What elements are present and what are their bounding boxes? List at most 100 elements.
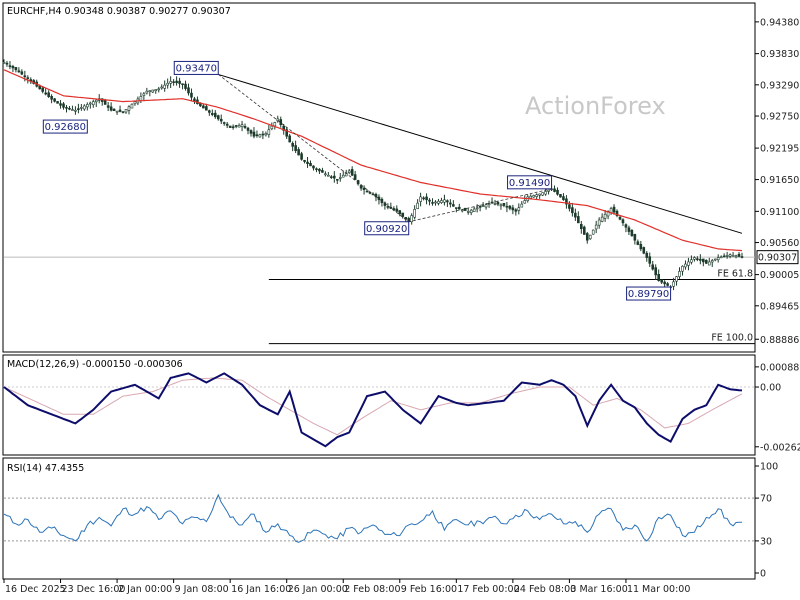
price-candle-body: [639, 243, 643, 250]
price-candle-body: [109, 106, 113, 111]
price-candle-body: [630, 229, 634, 237]
price-candle-body: [187, 87, 190, 94]
price-candle-body: [154, 89, 158, 92]
price-candle-body: [294, 145, 297, 151]
x-tick-label: 26 Jan 00:00: [288, 584, 348, 595]
price-candle-body: [699, 258, 702, 261]
price-candle-body: [478, 206, 482, 208]
price-candle-body: [261, 133, 265, 136]
price-y-tick-label: 0.91650: [760, 175, 799, 186]
price-candle-body: [719, 256, 723, 259]
price-candle-body: [594, 224, 598, 230]
price-candle-body: [654, 267, 658, 276]
price-candle-body: [651, 264, 655, 270]
price-candle-body: [538, 193, 541, 196]
price-candle-body: [585, 233, 589, 241]
price-annotation-label: 0.90920: [366, 224, 407, 235]
rsi-y-tick-label: 100: [760, 462, 778, 473]
price-candle-body: [472, 208, 476, 212]
price-candle-body: [365, 190, 369, 193]
price-candle-body: [231, 126, 235, 129]
price-candle-body: [258, 134, 262, 138]
price-candle-body: [529, 195, 533, 199]
price-candle-body: [568, 204, 571, 209]
price-candle-body: [455, 207, 458, 209]
x-tick-label: 3 Mar 16:00: [570, 584, 627, 595]
rsi-title: RSI(14) 47.4355: [7, 463, 84, 474]
rsi-y-tick-label: 70: [760, 494, 772, 505]
price-candle-body: [702, 258, 705, 263]
watermark: ActionForex: [525, 92, 666, 120]
price-candle-body: [603, 213, 607, 219]
x-tick-label: 16 Jan 16:00: [231, 584, 291, 595]
price-candle-body: [255, 134, 259, 137]
price-candle-body: [65, 107, 68, 109]
price-candle-body: [112, 108, 116, 111]
x-tick-label: 24 Feb 08:00: [514, 584, 576, 595]
price-candle-body: [493, 203, 497, 205]
price-candle-body: [716, 257, 720, 261]
price-candle-body: [428, 199, 431, 202]
price-candle-body: [713, 258, 717, 261]
fib-level-label: FE 100.0: [711, 333, 753, 344]
rsi-panel: [2, 457, 756, 580]
price-candle-body: [285, 129, 289, 137]
price-candle-body: [449, 202, 452, 205]
price-candle-body: [416, 202, 419, 209]
price-candle-body: [303, 159, 306, 162]
price-candle-body: [422, 197, 425, 200]
price-candle-body: [333, 175, 336, 179]
price-candle-body: [335, 178, 339, 181]
price-y-tick-label: 0.93830: [760, 49, 799, 60]
price-candle-body: [124, 109, 128, 113]
price-candle-body: [324, 173, 327, 176]
price-annotation-box: [626, 286, 672, 301]
macd-line: [3, 372, 743, 448]
price-candle-body: [475, 207, 479, 210]
price-candle-body: [88, 102, 92, 105]
price-candle-body: [234, 125, 238, 127]
resistance-trendline: [218, 73, 743, 234]
price-candle-body: [264, 133, 268, 136]
price-candle-body: [487, 203, 491, 205]
price-annotation-box: [507, 175, 553, 190]
price-candle-body: [118, 109, 122, 112]
x-tick-label: 2 Feb 08:00: [344, 584, 400, 595]
price-candle-body: [56, 101, 59, 104]
price-candle-body: [395, 208, 399, 212]
price-y-tick-label: 0.92195: [760, 144, 799, 155]
price-candle-body: [517, 207, 521, 211]
price-candle-body: [547, 189, 550, 192]
price-candle-body: [133, 101, 137, 105]
price-candle-body: [38, 85, 42, 90]
price-candle-body: [2, 62, 6, 64]
price-candle-body: [62, 103, 65, 108]
x-tick-label: 17 Feb 00:00: [457, 584, 519, 595]
price-candle-body: [362, 187, 366, 190]
price-candle-body: [502, 202, 506, 206]
price-candle-body: [347, 170, 351, 173]
price-candle-body: [443, 199, 446, 203]
price-annotation-label: 0.91490: [509, 178, 550, 189]
price-title: EURCHF,H4 0.90348 0.90387 0.90277 0.9030…: [7, 6, 231, 17]
price-candle-body: [618, 216, 622, 220]
price-candle-body: [401, 212, 405, 217]
price-candle-body: [520, 203, 524, 208]
price-candle-body: [175, 80, 178, 84]
price-candle-body: [666, 283, 669, 286]
price-candle-body: [279, 119, 283, 125]
price-candle-body: [675, 276, 678, 282]
price-candle-body: [508, 205, 512, 209]
price-candle-body: [208, 110, 211, 113]
price-candle-body: [142, 93, 146, 96]
price-candle-body: [26, 77, 30, 79]
price-candle-body: [219, 118, 223, 122]
price-candle-body: [600, 216, 604, 222]
x-tick-label: 9 Feb 16:00: [401, 584, 457, 595]
price-candle-body: [505, 205, 509, 208]
price-candle-body: [452, 204, 455, 207]
price-candle-body: [532, 195, 535, 198]
price-candle-body: [535, 194, 538, 197]
price-candle-body: [710, 260, 714, 263]
